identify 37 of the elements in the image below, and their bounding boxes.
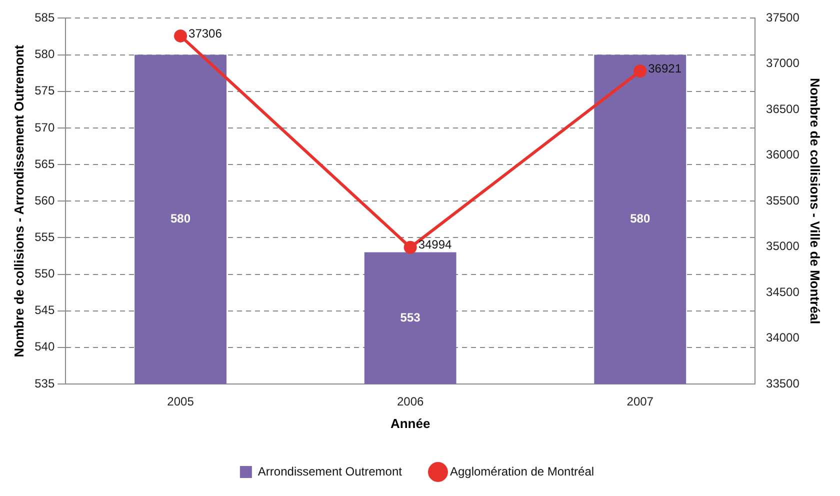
y2-tick-label: 37000 [766, 56, 800, 70]
x-tick-label: 2005 [167, 394, 194, 409]
legend-label: Arrondissement Outremont [258, 464, 403, 478]
y-tick-label: 560 [34, 193, 55, 208]
y-tick-label: 545 [34, 303, 55, 318]
point [404, 240, 417, 254]
y-tick-label: 580 [34, 47, 55, 62]
data-label: 37306 [188, 26, 222, 40]
y-tick-label: 550 [34, 266, 55, 281]
y2-tick-label: 37500 [766, 10, 800, 25]
y-axis-title: Nombre de collisions - Arrondissement Outremont [11, 44, 26, 358]
y-tick-label: 555 [34, 230, 55, 244]
data-label: 34994 [418, 238, 452, 252]
legend-label: Agglomération de Montréal [450, 464, 594, 478]
y-tick-label: 565 [34, 156, 55, 171]
data-label: 580 [630, 212, 650, 226]
x-tick-label: 2007 [626, 394, 654, 409]
y-tick-label: 585 [34, 10, 55, 25]
x-tick-label: 2006 [396, 394, 424, 409]
y2-axis-title: Nombre de collisions - Ville de Montréal [808, 78, 823, 324]
data-label: 36921 [648, 61, 682, 76]
y-tick-label: 575 [34, 84, 55, 98]
y2-tick-label: 33500 [766, 376, 800, 390]
y2-tick-label: 36000 [766, 148, 800, 162]
y-tick-label: 540 [34, 340, 55, 354]
y2-tick-label: 35000 [766, 239, 800, 254]
y-tick-label: 570 [34, 120, 55, 134]
y2-tick-label: 35500 [766, 193, 800, 208]
point [634, 64, 647, 78]
data-label: 580 [170, 212, 191, 226]
y2-tick-label: 34500 [766, 284, 800, 299]
y2-tick-label: 34000 [766, 330, 800, 345]
data-label: 553 [400, 310, 421, 324]
x-axis-title: Année [390, 416, 430, 431]
y-tick-label: 535 [34, 376, 55, 390]
point [174, 29, 188, 42]
y2-tick-label: 36500 [766, 102, 800, 116]
